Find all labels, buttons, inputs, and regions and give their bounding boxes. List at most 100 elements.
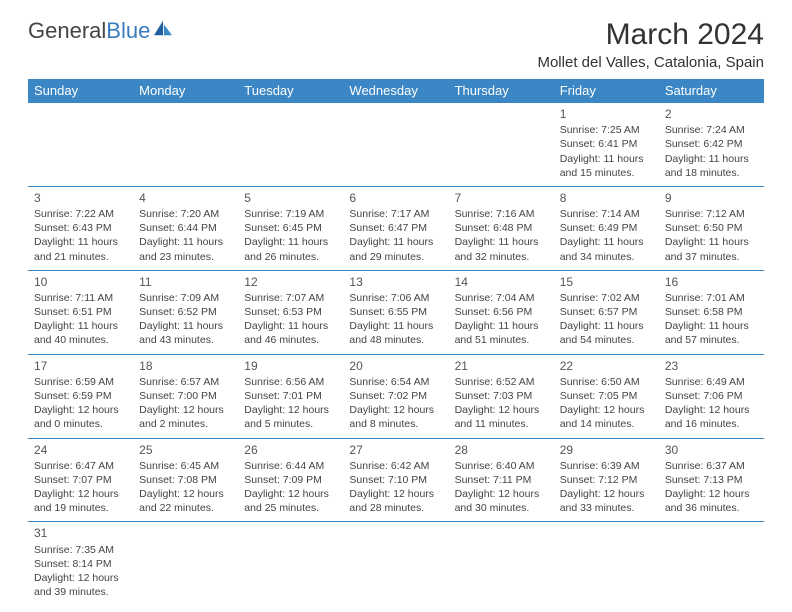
day-number: 19 [244,358,337,374]
sunset-text: Sunset: 7:12 PM [560,473,653,487]
calendar-cell: 12Sunrise: 7:07 AMSunset: 6:53 PMDayligh… [238,270,343,354]
calendar-cell: 1Sunrise: 7:25 AMSunset: 6:41 PMDaylight… [554,103,659,187]
day-number: 26 [244,442,337,458]
daylight-text: Daylight: 12 hours and 5 minutes. [244,403,337,431]
sunrise-text: Sunrise: 6:54 AM [349,375,442,389]
day-number: 9 [665,190,758,206]
sunset-text: Sunset: 6:47 PM [349,221,442,235]
calendar-cell: 8Sunrise: 7:14 AMSunset: 6:49 PMDaylight… [554,186,659,270]
day-header: Monday [133,79,238,103]
day-number: 23 [665,358,758,374]
sunrise-text: Sunrise: 6:40 AM [455,459,548,473]
day-number: 29 [560,442,653,458]
daylight-text: Daylight: 11 hours and 54 minutes. [560,319,653,347]
sunrise-text: Sunrise: 7:35 AM [34,543,127,557]
sunrise-text: Sunrise: 7:24 AM [665,123,758,137]
calendar-cell: 30Sunrise: 6:37 AMSunset: 7:13 PMDayligh… [659,438,764,522]
day-number: 4 [139,190,232,206]
calendar-cell [554,522,659,605]
calendar-cell: 3Sunrise: 7:22 AMSunset: 6:43 PMDaylight… [28,186,133,270]
calendar-cell: 11Sunrise: 7:09 AMSunset: 6:52 PMDayligh… [133,270,238,354]
logo: GeneralBlue [28,18,174,44]
sunrise-text: Sunrise: 7:04 AM [455,291,548,305]
sunset-text: Sunset: 6:48 PM [455,221,548,235]
sunset-text: Sunset: 6:52 PM [139,305,232,319]
day-number: 27 [349,442,442,458]
sunset-text: Sunset: 7:11 PM [455,473,548,487]
sunrise-text: Sunrise: 7:19 AM [244,207,337,221]
calendar-cell: 20Sunrise: 6:54 AMSunset: 7:02 PMDayligh… [343,354,448,438]
daylight-text: Daylight: 11 hours and 18 minutes. [665,152,758,180]
daylight-text: Daylight: 12 hours and 30 minutes. [455,487,548,515]
day-header: Sunday [28,79,133,103]
sunset-text: Sunset: 6:45 PM [244,221,337,235]
daylight-text: Daylight: 11 hours and 48 minutes. [349,319,442,347]
sunset-text: Sunset: 7:03 PM [455,389,548,403]
calendar-cell: 15Sunrise: 7:02 AMSunset: 6:57 PMDayligh… [554,270,659,354]
calendar-cell: 18Sunrise: 6:57 AMSunset: 7:00 PMDayligh… [133,354,238,438]
sunrise-text: Sunrise: 6:42 AM [349,459,442,473]
daylight-text: Daylight: 12 hours and 8 minutes. [349,403,442,431]
sunset-text: Sunset: 6:50 PM [665,221,758,235]
calendar-row: 31Sunrise: 7:35 AMSunset: 8:14 PMDayligh… [28,522,764,605]
sunrise-text: Sunrise: 7:12 AM [665,207,758,221]
sunrise-text: Sunrise: 7:20 AM [139,207,232,221]
day-number: 16 [665,274,758,290]
daylight-text: Daylight: 12 hours and 2 minutes. [139,403,232,431]
day-number: 18 [139,358,232,374]
daylight-text: Daylight: 11 hours and 34 minutes. [560,235,653,263]
daylight-text: Daylight: 11 hours and 57 minutes. [665,319,758,347]
calendar-row: 10Sunrise: 7:11 AMSunset: 6:51 PMDayligh… [28,270,764,354]
calendar-cell: 13Sunrise: 7:06 AMSunset: 6:55 PMDayligh… [343,270,448,354]
month-title: March 2024 [537,18,764,52]
sunset-text: Sunset: 7:01 PM [244,389,337,403]
sunset-text: Sunset: 6:42 PM [665,137,758,151]
calendar-cell [238,103,343,187]
calendar-cell: 2Sunrise: 7:24 AMSunset: 6:42 PMDaylight… [659,103,764,187]
sunrise-text: Sunrise: 6:49 AM [665,375,758,389]
calendar-cell: 4Sunrise: 7:20 AMSunset: 6:44 PMDaylight… [133,186,238,270]
calendar-cell [449,522,554,605]
sunrise-text: Sunrise: 7:07 AM [244,291,337,305]
sunset-text: Sunset: 6:41 PM [560,137,653,151]
calendar-row: 1Sunrise: 7:25 AMSunset: 6:41 PMDaylight… [28,103,764,187]
calendar-cell: 9Sunrise: 7:12 AMSunset: 6:50 PMDaylight… [659,186,764,270]
day-number: 3 [34,190,127,206]
sunset-text: Sunset: 6:57 PM [560,305,653,319]
sunset-text: Sunset: 8:14 PM [34,557,127,571]
sunset-text: Sunset: 7:08 PM [139,473,232,487]
sunrise-text: Sunrise: 6:44 AM [244,459,337,473]
sunrise-text: Sunrise: 7:01 AM [665,291,758,305]
calendar-cell: 28Sunrise: 6:40 AMSunset: 7:11 PMDayligh… [449,438,554,522]
daylight-text: Daylight: 12 hours and 28 minutes. [349,487,442,515]
daylight-text: Daylight: 12 hours and 14 minutes. [560,403,653,431]
sunset-text: Sunset: 6:51 PM [34,305,127,319]
daylight-text: Daylight: 11 hours and 23 minutes. [139,235,232,263]
sunset-text: Sunset: 6:43 PM [34,221,127,235]
daylight-text: Daylight: 11 hours and 51 minutes. [455,319,548,347]
calendar-body: 1Sunrise: 7:25 AMSunset: 6:41 PMDaylight… [28,103,764,606]
sunset-text: Sunset: 7:07 PM [34,473,127,487]
day-number: 17 [34,358,127,374]
calendar-cell: 7Sunrise: 7:16 AMSunset: 6:48 PMDaylight… [449,186,554,270]
location-text: Mollet del Valles, Catalonia, Spain [537,54,764,71]
day-number: 6 [349,190,442,206]
sunrise-text: Sunrise: 6:52 AM [455,375,548,389]
sunset-text: Sunset: 7:02 PM [349,389,442,403]
calendar-cell: 6Sunrise: 7:17 AMSunset: 6:47 PMDaylight… [343,186,448,270]
daylight-text: Daylight: 11 hours and 46 minutes. [244,319,337,347]
sunset-text: Sunset: 7:09 PM [244,473,337,487]
daylight-text: Daylight: 12 hours and 33 minutes. [560,487,653,515]
day-number: 20 [349,358,442,374]
sunrise-text: Sunrise: 7:16 AM [455,207,548,221]
sunrise-text: Sunrise: 7:14 AM [560,207,653,221]
calendar-cell [133,103,238,187]
daylight-text: Daylight: 12 hours and 11 minutes. [455,403,548,431]
sunset-text: Sunset: 6:58 PM [665,305,758,319]
sunrise-text: Sunrise: 6:39 AM [560,459,653,473]
day-number: 13 [349,274,442,290]
daylight-text: Daylight: 12 hours and 0 minutes. [34,403,127,431]
sunrise-text: Sunrise: 6:56 AM [244,375,337,389]
sunset-text: Sunset: 7:13 PM [665,473,758,487]
calendar-head: SundayMondayTuesdayWednesdayThursdayFrid… [28,79,764,103]
